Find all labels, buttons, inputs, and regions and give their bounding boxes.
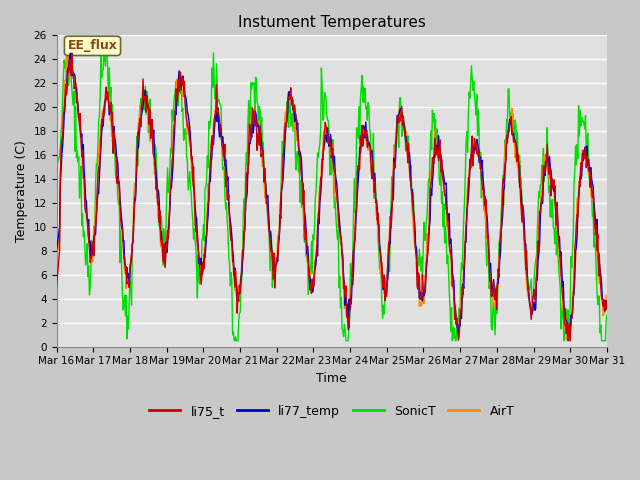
Title: Instument Temperatures: Instument Temperatures (238, 15, 426, 30)
Legend: li75_t, li77_temp, SonicT, AirT: li75_t, li77_temp, SonicT, AirT (144, 400, 519, 423)
X-axis label: Time: Time (316, 372, 347, 385)
Y-axis label: Temperature (C): Temperature (C) (15, 140, 28, 242)
Text: EE_flux: EE_flux (68, 39, 117, 52)
